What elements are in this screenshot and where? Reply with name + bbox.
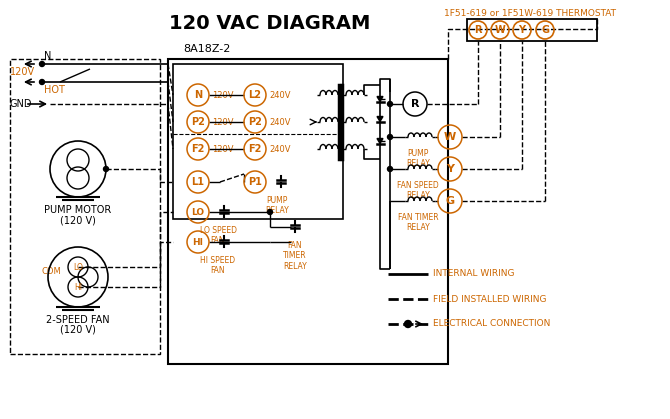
Text: F2: F2 (192, 144, 205, 154)
Text: 1F51-619 or 1F51W-619 THERMOSTAT: 1F51-619 or 1F51W-619 THERMOSTAT (444, 9, 616, 18)
Circle shape (405, 321, 411, 328)
Text: N: N (194, 90, 202, 100)
Text: F2: F2 (249, 144, 262, 154)
Text: INTERNAL WIRING: INTERNAL WIRING (433, 269, 515, 279)
Text: 120V: 120V (10, 67, 35, 77)
Text: L1: L1 (192, 177, 204, 187)
Text: LO: LO (192, 207, 204, 217)
Bar (467, 19, 597, 41)
Text: W: W (494, 25, 505, 35)
Text: 120V: 120V (212, 145, 234, 153)
Text: COM: COM (41, 267, 61, 277)
Text: G: G (541, 25, 549, 35)
Circle shape (40, 62, 44, 67)
Text: PUMP
RELAY: PUMP RELAY (406, 149, 430, 168)
Text: LO SPEED
FAN: LO SPEED FAN (200, 226, 237, 246)
Text: (120 V): (120 V) (60, 325, 96, 335)
Text: PUMP
RELAY: PUMP RELAY (265, 196, 289, 215)
Circle shape (387, 101, 393, 106)
Text: FAN SPEED
RELAY: FAN SPEED RELAY (397, 181, 439, 200)
Text: HI: HI (74, 282, 82, 292)
Polygon shape (377, 116, 383, 122)
Text: HI SPEED
FAN: HI SPEED FAN (200, 256, 236, 275)
Text: Y: Y (446, 164, 454, 174)
Text: 240V: 240V (269, 117, 291, 127)
Text: 240V: 240V (269, 145, 291, 153)
Text: G: G (446, 196, 454, 206)
Text: L2: L2 (249, 90, 261, 100)
Text: (120 V): (120 V) (60, 215, 96, 225)
Text: LO: LO (73, 262, 83, 272)
Text: FAN TIMER
RELAY: FAN TIMER RELAY (398, 213, 438, 233)
Text: 120 VAC DIAGRAM: 120 VAC DIAGRAM (170, 14, 371, 33)
Circle shape (387, 134, 393, 140)
Text: W: W (444, 132, 456, 142)
Bar (173, 64, 343, 219)
Text: HI: HI (192, 238, 204, 246)
Circle shape (387, 166, 393, 171)
Text: PUMP MOTOR: PUMP MOTOR (44, 205, 112, 215)
Text: N: N (44, 51, 52, 61)
Circle shape (267, 210, 273, 215)
Text: Y: Y (519, 25, 525, 35)
Text: 120V: 120V (212, 91, 234, 99)
Text: P1: P1 (248, 177, 262, 187)
Polygon shape (377, 139, 383, 143)
Circle shape (40, 80, 44, 85)
Text: FAN
TIMER
RELAY: FAN TIMER RELAY (283, 241, 307, 271)
Text: R: R (474, 25, 482, 35)
Text: HOT: HOT (44, 85, 65, 95)
Text: 8A18Z-2: 8A18Z-2 (183, 44, 230, 54)
Text: R: R (411, 99, 419, 109)
Bar (168, 59, 448, 364)
Text: ELECTRICAL CONNECTION: ELECTRICAL CONNECTION (433, 320, 550, 328)
Circle shape (103, 166, 109, 171)
Text: P2: P2 (248, 117, 262, 127)
Text: P2: P2 (191, 117, 205, 127)
Polygon shape (377, 96, 383, 101)
Text: 240V: 240V (269, 91, 291, 99)
Text: 2-SPEED FAN: 2-SPEED FAN (46, 315, 110, 325)
Text: FIELD INSTALLED WIRING: FIELD INSTALLED WIRING (433, 295, 547, 303)
Bar (10, 59, 160, 354)
Text: 120V: 120V (212, 117, 234, 127)
Text: GND: GND (10, 99, 33, 109)
